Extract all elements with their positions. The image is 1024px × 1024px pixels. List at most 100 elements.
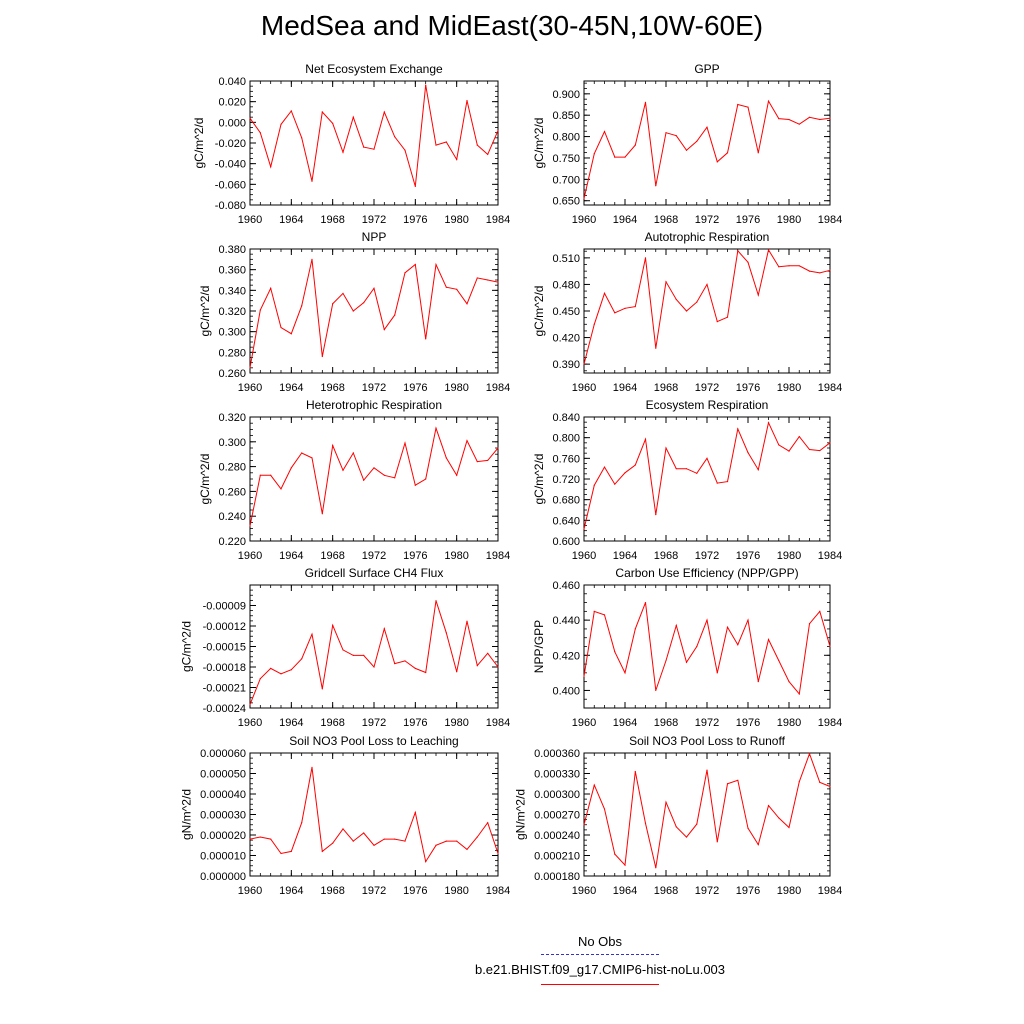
data-point: [675, 135, 677, 137]
y-tick-label: 0.320: [218, 306, 246, 318]
data-point: [476, 836, 478, 838]
y-tick-label: 0.760: [552, 453, 580, 465]
data-point: [497, 666, 499, 668]
data-point: [624, 307, 626, 309]
data-point: [373, 148, 375, 150]
data-point: [665, 447, 667, 449]
data-point: [321, 111, 323, 113]
legend-obs-line: [541, 954, 659, 955]
data-point: [593, 323, 595, 325]
data-point: [634, 464, 636, 466]
data-point: [685, 661, 688, 663]
y-axis-label: NPP/GPP: [532, 620, 546, 673]
data-point: [394, 662, 396, 665]
x-tick-label: 1968: [320, 717, 344, 729]
data-point: [435, 144, 437, 146]
x-tick-label: 1964: [613, 717, 637, 729]
data-point: [706, 457, 708, 459]
data-point: [456, 840, 458, 842]
data-point: [476, 277, 478, 279]
y-axis-label: gN/m^2/d: [513, 789, 527, 840]
data-point: [624, 156, 626, 158]
y-tick-label: 0.000210: [534, 851, 580, 863]
data-point: [685, 468, 688, 470]
data-point: [778, 118, 780, 120]
data-point: [819, 449, 821, 452]
x-tick-label: 1968: [654, 717, 678, 729]
y-tick-label: 0.000240: [534, 830, 580, 842]
data-point: [414, 185, 416, 187]
y-tick-label: -0.00018: [203, 662, 246, 674]
data-point: [290, 669, 292, 671]
data-point: [280, 673, 282, 675]
data-point: [829, 442, 831, 444]
x-tick-label: 1960: [572, 214, 596, 226]
y-tick-label: 0.840: [552, 412, 580, 424]
y-tick-label: 0.000020: [200, 830, 246, 842]
x-tick-label: 1980: [444, 885, 468, 897]
y-tick-label: 0.800: [552, 433, 580, 445]
series-line: [249, 767, 499, 863]
x-tick-label: 1968: [654, 214, 678, 226]
y-axis-label: gC/m^2/d: [532, 118, 546, 169]
x-tick-label: 1976: [403, 885, 427, 897]
data-point: [497, 281, 499, 283]
y-tick-label: -0.020: [215, 138, 246, 150]
y-tick-label: 0.000360: [534, 748, 580, 760]
x-tick-label: 1972: [362, 885, 386, 897]
y-tick-label: 0.280: [218, 462, 246, 474]
data-point: [290, 850, 292, 853]
y-tick-label: 0.420: [552, 333, 580, 345]
legend-case-label: b.e21.BHIST.f09_g17.CMIP6-hist-noLu.003: [474, 962, 726, 977]
data-point: [445, 840, 447, 842]
data-point: [767, 422, 770, 424]
data-point: [425, 338, 427, 340]
data-point: [829, 117, 831, 119]
x-tick-label: 1972: [695, 214, 719, 226]
data-point: [696, 301, 698, 303]
data-point: [497, 130, 499, 132]
data-point: [675, 298, 677, 301]
y-axis-label: gC/m^2/d: [179, 621, 193, 672]
data-point: [644, 257, 647, 259]
y-tick-label: 0.390: [552, 359, 580, 371]
y-tick-label: 0.700: [552, 174, 580, 186]
y-axis-label: gC/m^2/d: [198, 454, 212, 505]
plot-frame: [583, 584, 831, 709]
data-point: [624, 864, 626, 866]
data-point: [737, 779, 739, 781]
data-point: [593, 784, 595, 786]
data-point: [593, 610, 595, 612]
data-point: [435, 844, 437, 846]
data-point: [747, 619, 749, 621]
data-point: [456, 288, 458, 290]
data-point: [352, 840, 354, 842]
data-point: [311, 180, 313, 182]
y-tick-label: 0.320: [218, 412, 246, 424]
data-point: [829, 269, 831, 271]
data-point: [757, 152, 759, 154]
data-point: [301, 658, 303, 660]
x-tick-label: 1976: [736, 717, 760, 729]
y-tick-label: 0.420: [552, 650, 580, 662]
y-tick-label: 0.000030: [200, 810, 246, 822]
x-tick-label: 1968: [654, 885, 678, 897]
data-point: [716, 321, 718, 323]
data-point: [593, 153, 595, 155]
data-point: [280, 852, 282, 855]
x-tick-label: 1984: [486, 550, 510, 562]
chart-panel-10: 1960 1964 1968 1972 1976 1980 1984 0.000180 0.00…: [513, 734, 842, 897]
data-point: [301, 137, 303, 139]
data-point: [332, 624, 334, 626]
y-tick-label: 0.450: [552, 306, 580, 318]
data-point: [394, 838, 396, 840]
panel-title: GPP: [694, 62, 719, 76]
y-tick-label: -0.00015: [203, 642, 246, 654]
data-point: [425, 671, 427, 674]
data-point: [716, 672, 718, 674]
panel-title: Soil NO3 Pool Loss to Runoff: [629, 734, 786, 748]
data-point: [311, 258, 313, 260]
data-point: [466, 303, 468, 305]
chart-panel-4: 1960 1964 1968 1972 1976 1980 1984 0.390 0.420 0.…: [532, 230, 842, 394]
y-axis-label: gC/m^2/d: [532, 286, 546, 337]
